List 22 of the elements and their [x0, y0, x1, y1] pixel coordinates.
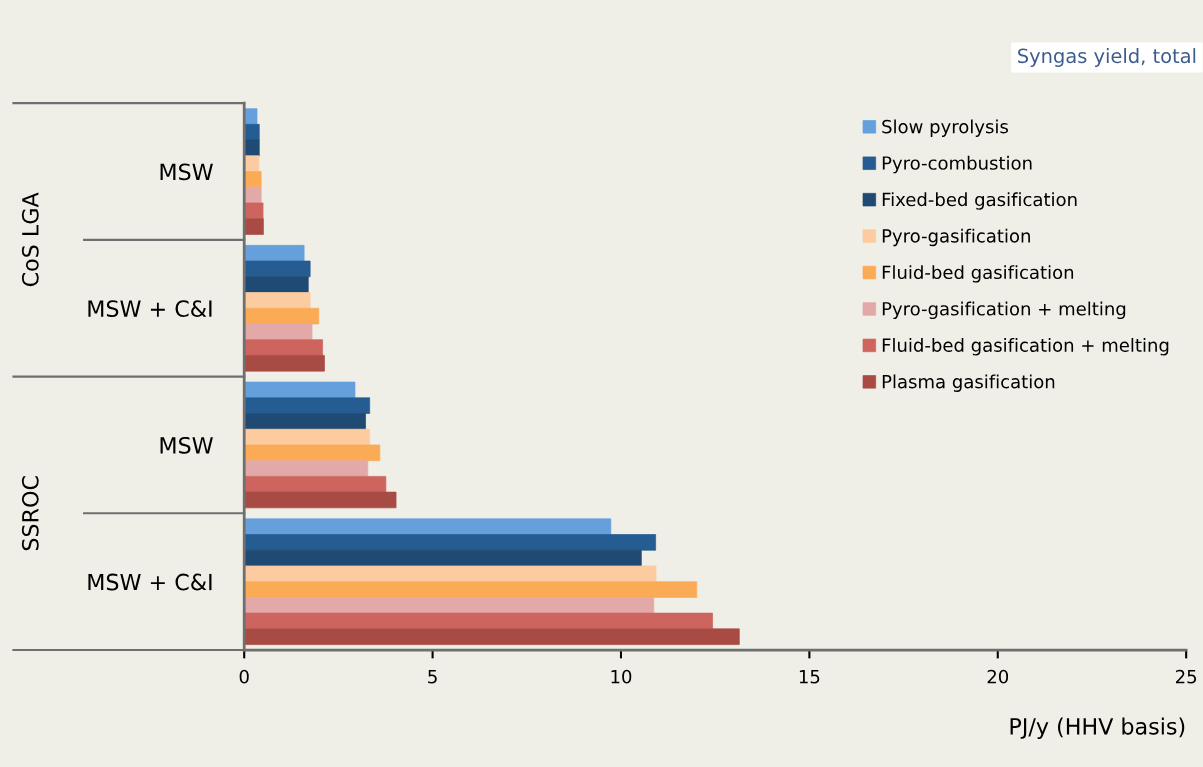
legend-label: Fluid-bed gasification [882, 265, 1074, 283]
x-axis-title: PJ/y (HHV basis) [1010, 717, 1185, 740]
y-tick-label: MSW [160, 436, 213, 454]
legend-label: Plasma gasification [882, 374, 1055, 392]
text: SSROC [21, 476, 39, 551]
x-tick-label: 15 [799, 670, 820, 684]
legend-label: Pyro-gasification + melting [882, 301, 1126, 320]
legend-label: Fixed-bed gasification [882, 192, 1077, 210]
legend-label: Pyro-gasification [882, 228, 1030, 247]
text: CoS LGA [21, 192, 39, 287]
legend-label: Fluid-bed gasification + melting [882, 338, 1169, 356]
y-tick-label: MSW + C&I [88, 573, 212, 591]
x-tick-label: 10 [611, 669, 632, 684]
x-tick-label: 5 [428, 670, 437, 684]
x-tick-label: 0 [239, 669, 249, 684]
legend-label: Slow pyrolysis [882, 119, 1008, 137]
y-tick-label: MSW [160, 163, 213, 181]
x-tick-label: 20 [987, 669, 1009, 684]
y-tick-label: MSW + C&I [88, 300, 212, 317]
legend-label: Pyro-combustion [882, 155, 1032, 174]
chart-title: Syngas yield, total [1018, 48, 1196, 67]
x-tick-label: 25 [1175, 669, 1197, 684]
